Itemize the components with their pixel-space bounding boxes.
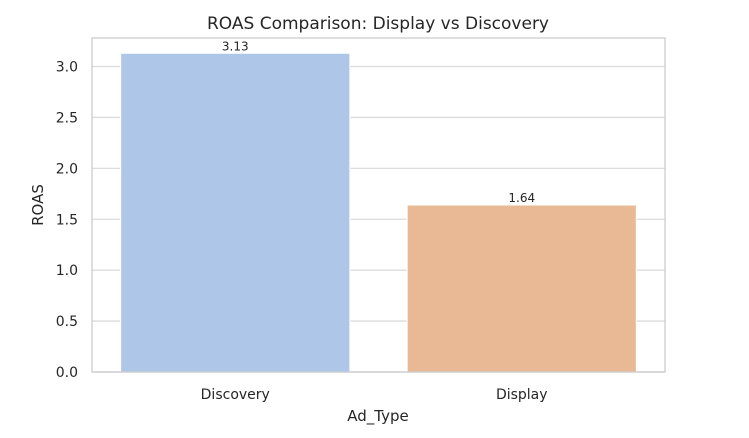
plot-frame — [91, 37, 666, 373]
bars-layer — [120, 52, 637, 373]
bar-display — [406, 204, 637, 373]
y-tick-label: 2.5 — [56, 110, 78, 126]
y-tick-label: 0.5 — [56, 314, 78, 330]
y-tick-label: 3.0 — [56, 60, 78, 76]
x-tick-label: Discovery — [201, 387, 270, 403]
y-tick-labels: 0.0 0.5 1.0 1.5 2.0 2.5 3.0 — [56, 60, 78, 381]
y-tick-label: 0.0 — [56, 365, 78, 381]
y-tick-label: 1.5 — [56, 212, 78, 228]
y-tick-label: 2.0 — [56, 161, 78, 177]
bar-value-label: 1.64 — [508, 191, 535, 205]
y-axis-label: ROAS — [29, 184, 47, 226]
y-tick-label: 1.0 — [56, 263, 78, 279]
x-tick-label: Display — [496, 387, 548, 403]
x-tick-labels: Discovery Display — [201, 387, 548, 403]
x-axis-label: Ad_Type — [347, 407, 408, 426]
data-labels: 3.13 1.64 — [222, 39, 535, 205]
chart-title: ROAS Comparison: Display vs Discovery — [207, 14, 549, 34]
bar-discovery — [120, 52, 351, 373]
bar-value-label: 3.13 — [222, 39, 249, 53]
